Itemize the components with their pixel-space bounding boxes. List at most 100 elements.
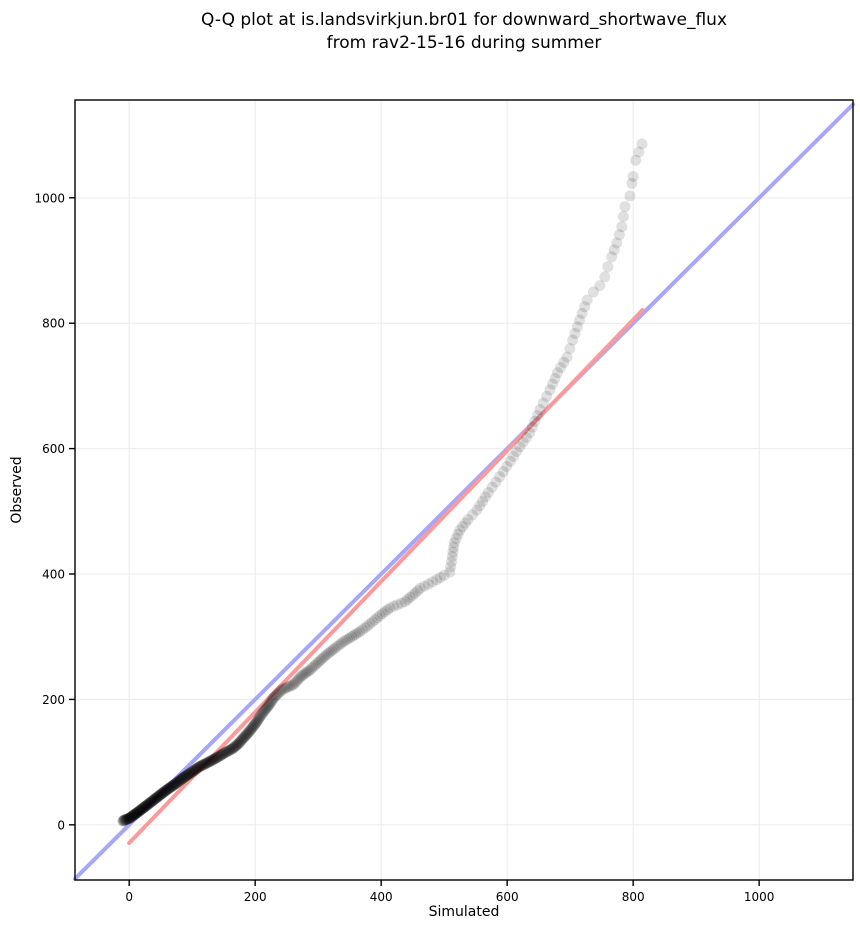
scatter-point <box>230 740 242 752</box>
scatter-point <box>226 743 238 755</box>
scatter-point <box>479 491 491 503</box>
scatter-point <box>120 814 132 826</box>
scatter-point <box>146 796 158 807</box>
scatter-point <box>317 652 329 664</box>
scatter-point <box>301 666 313 678</box>
fit-line <box>127 308 645 846</box>
scatter-point <box>153 790 165 802</box>
scatter-point <box>120 813 132 825</box>
scatter-point <box>549 372 561 384</box>
scatter-point <box>155 788 167 800</box>
scatter-point <box>123 813 134 825</box>
scatter-point <box>335 637 347 649</box>
scatter-point <box>407 589 419 601</box>
scatter-point <box>337 636 349 648</box>
scatter-point <box>501 460 513 472</box>
scatter-point <box>354 626 366 638</box>
scatter-point <box>254 710 266 722</box>
scatter-point <box>214 750 226 762</box>
scatter-point <box>183 768 195 780</box>
scatter-point <box>521 432 532 443</box>
scatter-point <box>155 789 167 801</box>
scatter-point <box>132 806 144 818</box>
scatter-point <box>422 578 434 590</box>
scatter-point <box>145 796 157 808</box>
scatter-point <box>608 244 620 256</box>
scatter-point <box>176 773 188 785</box>
scatter-point <box>269 691 280 703</box>
scatter-point <box>446 556 457 568</box>
scatter-point <box>191 763 202 775</box>
scatter-point <box>165 781 177 793</box>
scatter-point <box>371 612 383 624</box>
scatter-point <box>414 582 426 594</box>
scatter-point <box>237 733 249 745</box>
y-tick-label: 1000 <box>34 191 65 205</box>
scatter-point <box>177 772 189 784</box>
scatter-point <box>427 576 438 588</box>
scatter-point <box>147 795 159 807</box>
scatter-point <box>277 683 289 695</box>
scatter-point <box>395 597 407 609</box>
scatter-point <box>327 643 339 655</box>
scatter-point <box>447 546 459 558</box>
scatter-point <box>256 708 268 720</box>
scatter-point <box>264 698 275 710</box>
scatter-point <box>508 450 519 462</box>
scatter-point <box>346 631 358 643</box>
scatter-point <box>517 436 529 448</box>
scatter-point <box>364 618 376 630</box>
scatter-point <box>233 737 245 749</box>
scatter-point <box>185 767 196 779</box>
scatter-point <box>246 722 258 734</box>
scatter-point <box>624 190 636 202</box>
scatter-point <box>192 762 204 774</box>
scatter-point <box>555 362 567 373</box>
scatter-point <box>344 632 355 644</box>
scatter-point <box>209 753 221 765</box>
scatter-point <box>232 738 244 750</box>
scatter-point <box>128 809 140 821</box>
scatter-point <box>265 696 277 708</box>
y-tick-label: 800 <box>42 317 65 331</box>
scatter-point <box>494 471 506 483</box>
scatter-point <box>123 812 135 824</box>
scatter-point <box>142 799 154 810</box>
scatter-point <box>204 755 216 767</box>
scatter-point <box>171 777 183 789</box>
scatter-point <box>482 487 494 498</box>
scatter-point <box>177 772 189 784</box>
scatter-point <box>193 761 205 773</box>
scatter-point <box>174 775 185 787</box>
scatter-point <box>602 261 614 273</box>
scatter-point <box>633 146 645 158</box>
scatter-point <box>290 676 302 688</box>
scatter-point <box>162 783 173 795</box>
scatter-point <box>137 802 149 814</box>
scatter-point <box>151 792 163 804</box>
scatter-point <box>175 773 187 785</box>
scatter-point <box>183 768 194 780</box>
scatter-point <box>233 737 245 749</box>
scatter-point <box>136 803 148 815</box>
scatter-point <box>174 774 186 786</box>
scatter-point <box>211 751 223 763</box>
x-tick-label: 1000 <box>744 890 775 904</box>
scatter-point <box>138 801 150 813</box>
scatter-point <box>259 704 271 716</box>
scatter-point <box>156 788 168 799</box>
scatter-point <box>144 797 156 808</box>
scatter-point <box>129 808 141 820</box>
scatter-point <box>324 646 336 658</box>
scatter-point <box>291 675 303 687</box>
scatter-point <box>309 659 321 671</box>
chart-title: Q-Q plot at is.landsvirkjun.br01 for dow… <box>75 9 853 54</box>
scatter-point <box>121 813 133 825</box>
scatter-point <box>151 791 163 803</box>
scatter-point <box>307 661 319 673</box>
scatter-point <box>190 763 202 775</box>
scatter-point <box>270 690 282 702</box>
scatter-point <box>218 748 230 760</box>
scatter-point <box>152 791 163 803</box>
scatter-point <box>616 221 628 233</box>
